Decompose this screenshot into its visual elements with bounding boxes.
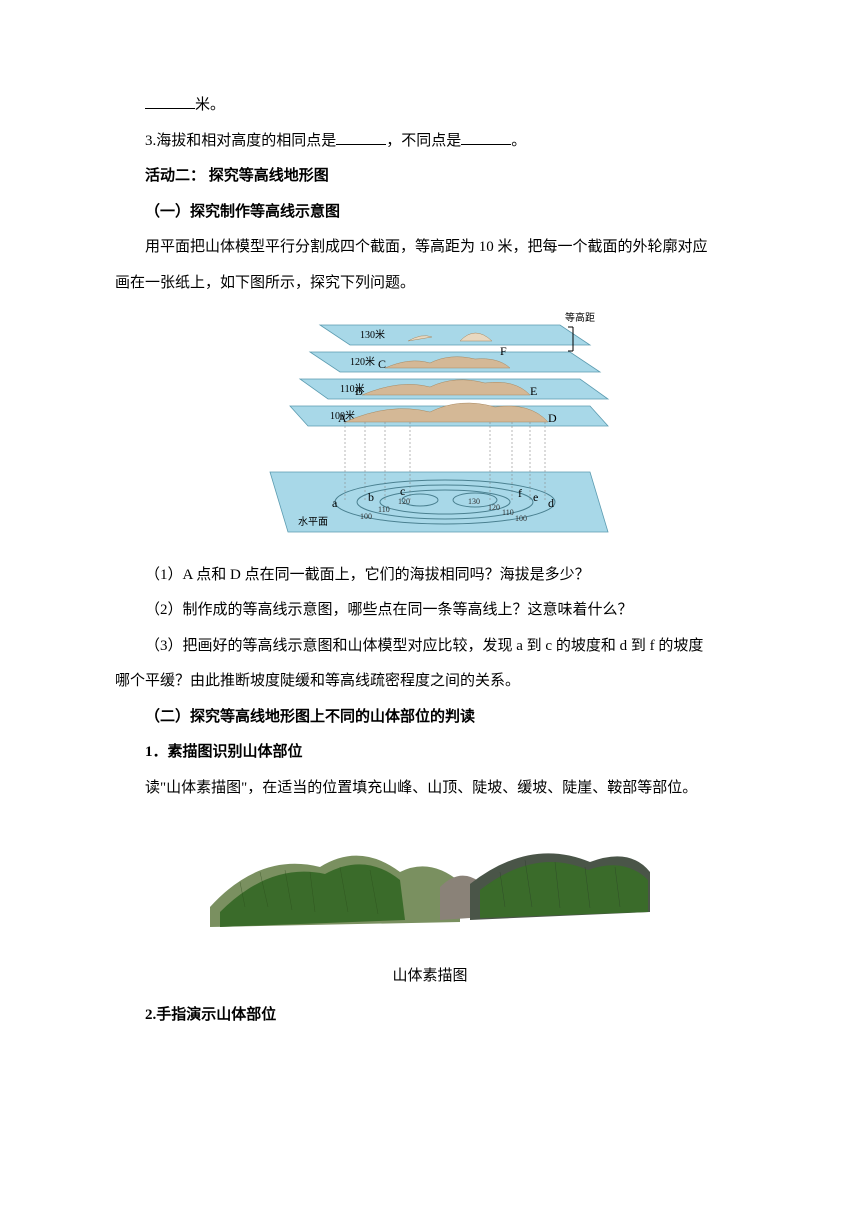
section2-title: （二）探究等高线地形图上不同的山体部位的判读 (115, 702, 745, 734)
interval-label: 等高距 (565, 311, 595, 324)
pt-e: e (533, 490, 538, 504)
num-100: 100 (360, 512, 372, 521)
blank-same[interactable] (336, 130, 386, 145)
num-120b: 120 (488, 503, 500, 512)
num-100b: 100 (515, 514, 527, 523)
sub1-title: 1．素描图识别山体部位 (115, 737, 745, 769)
activity2-title: 活动二： 探究等高线地形图 (115, 161, 745, 193)
pt-b: b (368, 490, 374, 504)
fill-line-1: 米。 (115, 90, 745, 122)
label-base: 水平面 (298, 516, 328, 528)
sub1-text: 读"山体素描图"，在适当的位置填充山峰、山顶、陡坡、缓坡、陡崖、鞍部等部位。 (115, 773, 745, 805)
plane-130: 130米 (320, 325, 590, 345)
label-120: 120米 (350, 355, 375, 368)
pt-A: A (338, 411, 347, 425)
section1-intro-1: 用平面把山体模型平行分割成四个截面，等高距为 10 米，把每一个截面的外轮廓对应 (115, 232, 745, 264)
q3-suffix: 。 (511, 133, 526, 149)
question-1: （1）A 点和 D 点在同一截面上，它们的海拔相同吗？海拔是多少？ (115, 560, 745, 592)
contour-diagram: 130米 120米 110米 100米 水平面 (250, 307, 610, 550)
contour-svg: 130米 120米 110米 100米 水平面 (250, 307, 610, 537)
sub2-title: 2.手指演示山体部位 (115, 1000, 745, 1032)
num-110b: 110 (502, 508, 514, 517)
pt-F: F (500, 344, 507, 358)
sketch-wrap (115, 812, 745, 955)
question-3a: （3）把画好的等高线示意图和山体模型对应比较，发现 a 到 c 的坡度和 d 到… (115, 631, 745, 663)
question-3b: 哪个平缓？由此推断坡度陡缓和等高线疏密程度之间的关系。 (115, 666, 745, 698)
pt-E: E (530, 384, 537, 398)
text-meters: 米。 (195, 97, 225, 113)
pt-C: C (378, 357, 386, 371)
pt-a: a (332, 496, 338, 510)
pt-D: D (548, 411, 557, 425)
pt-c: c (400, 484, 405, 498)
blank-diff[interactable] (461, 130, 511, 145)
base-plane: 水平面 (270, 472, 608, 532)
q3-prefix: 3.海拔和相对高度的相同点是 (145, 133, 336, 149)
section1-title: （一）探究制作等高线示意图 (115, 197, 745, 229)
num-130: 130 (468, 497, 480, 506)
left-peak-shade (220, 864, 405, 927)
pt-f: f (518, 486, 522, 500)
num-120: 120 (398, 497, 410, 506)
num-110: 110 (378, 505, 390, 514)
pt-d: d (548, 496, 554, 510)
label-130: 130米 (360, 328, 385, 341)
sketch-caption: 山体素描图 (115, 961, 745, 993)
section1-intro-2: 画在一张纸上，如下图所示，探究下列问题。 (115, 268, 745, 300)
contour-diagram-wrap: 130米 120米 110米 100米 水平面 (115, 307, 745, 550)
question-2: （2）制作成的等高线示意图，哪些点在同一条等高线上？这意味着什么？ (115, 595, 745, 627)
q3-mid: ，不同点是 (386, 133, 461, 149)
mountain-sketch (200, 812, 660, 942)
pt-B: B (355, 384, 363, 398)
blank-meters[interactable] (145, 94, 195, 109)
fill-line-2: 3.海拔和相对高度的相同点是 ，不同点是 。 (115, 126, 745, 158)
